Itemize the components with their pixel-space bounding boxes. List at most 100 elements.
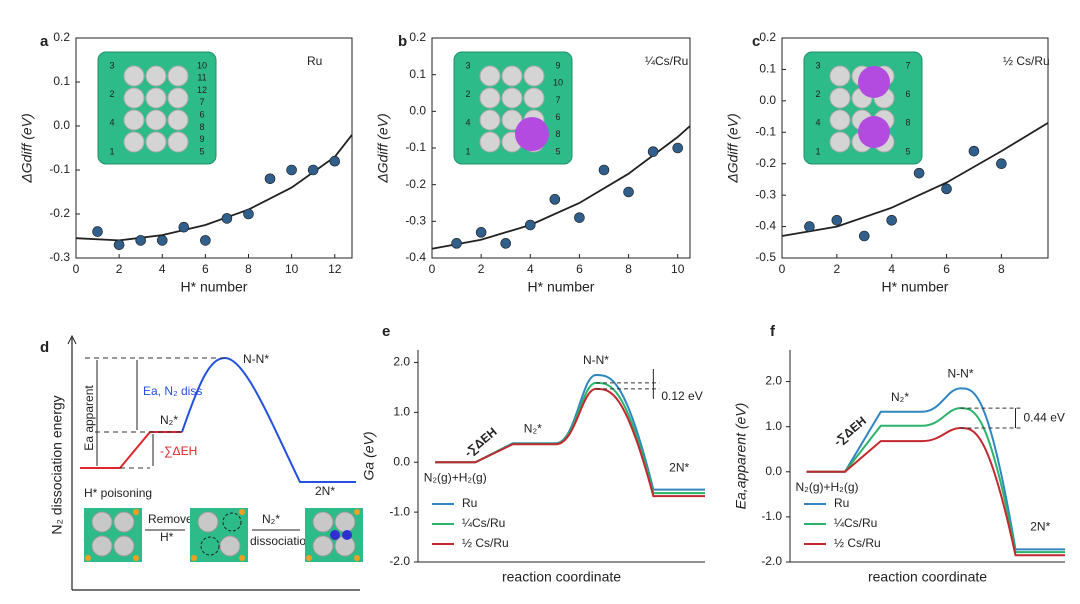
point [968, 145, 980, 157]
atom [133, 555, 139, 561]
state-label: 2N* [669, 460, 689, 474]
atom [829, 131, 851, 153]
legend-label: ¼Cs/Ru [462, 516, 505, 530]
x-tick-label: 2 [478, 262, 485, 276]
point [598, 164, 610, 176]
atom [219, 535, 241, 557]
y-tick-label: -0.1 [755, 124, 776, 138]
panel-letter: c [752, 33, 760, 50]
atom [113, 535, 135, 557]
atom [479, 109, 501, 131]
inset-label: 3 [815, 60, 820, 70]
state-label: N-N* [583, 353, 609, 367]
plot-frame [75, 37, 353, 259]
x-tick-label: 8 [998, 262, 1005, 276]
plot-frame [781, 37, 1049, 259]
point [886, 214, 897, 226]
y-tick-label: -0.4 [405, 250, 426, 264]
y-tick-label: 2.0 [393, 355, 410, 369]
y-tick-label: 0.2 [53, 30, 70, 44]
atom [501, 65, 523, 87]
panel-d: d N₂ dissociation energy Ea apparent Ea,… [40, 334, 360, 591]
gap-label: 0.44 eV [1024, 410, 1065, 424]
inset-label: 10 [553, 78, 563, 88]
y-label: Ea,apparent (eV) [733, 403, 749, 510]
y-tick-label: -0.2 [755, 156, 776, 170]
atom [330, 530, 340, 540]
state-label: 2N* [1030, 519, 1050, 533]
atom [479, 65, 501, 87]
sum-label: -∑ΔEH [831, 414, 869, 449]
atom [113, 511, 135, 533]
energy-profile [806, 387, 1065, 551]
atom [123, 109, 145, 131]
gap-label: 0.12 eV [661, 389, 702, 403]
state-label: N-N* [948, 367, 974, 381]
atom [85, 555, 91, 561]
inset-label: 11 [197, 73, 206, 83]
y-tick-label: 0.1 [53, 74, 70, 88]
inset-label: 1 [815, 146, 820, 156]
y-label: ΔGdiff (eV) [19, 113, 35, 183]
x-tick-label: 12 [328, 262, 342, 276]
point [996, 158, 1007, 170]
point [647, 146, 659, 157]
legend-label: ¼Cs/Ru [834, 516, 877, 530]
y-tick-label: 0.0 [409, 104, 426, 118]
vacancy [200, 536, 220, 556]
panel-letter: d [40, 339, 49, 356]
atom [334, 511, 356, 533]
atom [829, 109, 851, 131]
y-tick-label: 1.0 [765, 419, 782, 433]
label: dissociation [250, 534, 313, 548]
x-tick-label: 4 [888, 262, 895, 276]
state-label: N₂(g)+H₂(g) [796, 480, 859, 494]
y-label: ΔGdiff (eV) [375, 113, 391, 183]
x-tick-label: 2 [116, 262, 123, 276]
atom [145, 65, 167, 87]
y-tick-label: 0.1 [759, 62, 776, 76]
cs-atom [858, 66, 890, 98]
y-tick-label: -0.1 [49, 162, 70, 176]
x-tick-label: 0 [429, 262, 436, 276]
y-tick-label: -1.0 [761, 509, 782, 523]
atom [829, 65, 851, 87]
inset-label: 4 [465, 118, 470, 128]
inset-label: 8 [905, 118, 910, 128]
atom [354, 509, 360, 515]
inset-label: 6 [199, 110, 204, 120]
point [831, 214, 843, 226]
atom [167, 87, 189, 109]
annotation: ¼Cs/Ru [645, 54, 688, 68]
y-tick-label: -2.0 [761, 554, 782, 568]
y-label: Ga (eV) [361, 431, 377, 480]
atom [167, 131, 189, 153]
inset-label: 7 [905, 60, 910, 70]
legend-label: Ru [834, 496, 849, 510]
y-tick-label: 1.0 [393, 405, 410, 419]
x-tick-label: 4 [527, 262, 534, 276]
atom [123, 131, 145, 153]
inset-label: 7 [555, 95, 560, 105]
x-tick-label: 2 [834, 262, 841, 276]
state-label: N₂* [524, 421, 542, 435]
x-label: H* number [181, 279, 248, 295]
fit-curve [431, 125, 691, 250]
x-tick-label: 0 [779, 262, 786, 276]
point [307, 164, 319, 176]
surface-image [84, 508, 142, 562]
atom [145, 109, 167, 131]
point [221, 213, 233, 224]
point [329, 155, 341, 167]
atom [479, 87, 501, 109]
atom [312, 535, 334, 557]
inset-label: 6 [905, 89, 910, 99]
atom [197, 511, 219, 533]
inset-label: 10 [197, 60, 207, 70]
atom [123, 65, 145, 87]
x-tick-label: 6 [576, 262, 583, 276]
y-label: N₂ dissociation energy [49, 395, 65, 534]
cs-atom [858, 116, 890, 148]
point [156, 235, 168, 246]
